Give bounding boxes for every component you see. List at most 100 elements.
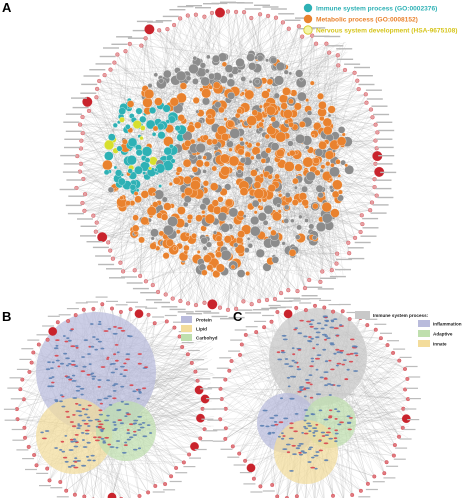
gene-node bbox=[321, 333, 327, 336]
mirna-label-mark bbox=[270, 8, 287, 10]
gene-node bbox=[135, 107, 143, 115]
gene-node bbox=[283, 417, 289, 420]
mirna-label-mark bbox=[220, 448, 233, 450]
gene-node bbox=[69, 438, 74, 441]
gene-node bbox=[263, 204, 274, 215]
mirna-node bbox=[48, 327, 58, 336]
gene-node bbox=[170, 158, 176, 164]
gene-node bbox=[237, 230, 245, 239]
mirna-label-mark bbox=[195, 310, 212, 313]
mirna-label-mark bbox=[152, 316, 165, 318]
mirna-node bbox=[187, 452, 192, 457]
gene-node bbox=[302, 388, 307, 391]
gene-node bbox=[310, 357, 314, 360]
gene-node bbox=[103, 330, 109, 332]
gene-node bbox=[293, 102, 302, 111]
mirna-node bbox=[209, 10, 215, 15]
gene-node bbox=[192, 55, 198, 61]
gene-node bbox=[137, 388, 141, 391]
gene-node bbox=[311, 456, 315, 459]
gene-node bbox=[282, 87, 291, 96]
gene-node bbox=[328, 394, 332, 396]
mirna-node bbox=[249, 302, 254, 307]
gene-node bbox=[323, 378, 328, 380]
gene-node bbox=[333, 327, 339, 330]
mirna-label-mark bbox=[164, 314, 177, 317]
mirna-label-mark bbox=[80, 225, 97, 227]
mirna-node bbox=[23, 435, 27, 440]
mirna-node bbox=[178, 298, 183, 304]
bubble-immune-system-process bbox=[269, 308, 367, 406]
gene-node bbox=[126, 413, 131, 416]
mirna-label-mark bbox=[63, 121, 80, 123]
gene-node bbox=[315, 343, 319, 346]
gene-node bbox=[122, 138, 128, 145]
gene-node bbox=[169, 97, 179, 107]
gene-node bbox=[200, 236, 208, 245]
mirna-node bbox=[157, 28, 162, 33]
gene-node bbox=[258, 127, 264, 133]
mirna-node bbox=[368, 208, 373, 213]
gene-node bbox=[347, 428, 352, 431]
gene-node bbox=[150, 228, 159, 238]
gene-node bbox=[213, 145, 219, 151]
mirna-label-mark bbox=[253, 309, 269, 311]
gene-node bbox=[112, 390, 117, 392]
mirna-label-mark bbox=[201, 418, 214, 420]
mirna-node bbox=[91, 306, 96, 311]
gene-node bbox=[308, 446, 314, 449]
gene-node bbox=[311, 134, 316, 138]
mirna-node bbox=[360, 222, 365, 227]
gene-node bbox=[80, 432, 85, 434]
mirna-label-mark bbox=[203, 312, 220, 314]
gene-node bbox=[104, 139, 115, 151]
gene-node bbox=[61, 405, 66, 408]
mirna-label-mark bbox=[328, 304, 341, 306]
gene-node bbox=[291, 347, 295, 350]
gene-node bbox=[94, 439, 100, 442]
mirna-node bbox=[169, 474, 174, 479]
gene-node bbox=[341, 363, 345, 366]
gene-node bbox=[278, 421, 284, 424]
mirna-label-mark bbox=[183, 466, 196, 468]
gene-node bbox=[288, 121, 295, 128]
gene-node bbox=[95, 338, 100, 341]
gene-node bbox=[230, 264, 236, 270]
gene-node bbox=[148, 166, 152, 171]
gene-node bbox=[197, 154, 203, 160]
gene-node bbox=[346, 368, 350, 371]
mirna-label-mark bbox=[65, 113, 82, 115]
mirna-node bbox=[31, 350, 36, 355]
legend-c-immune-label: Immune system process: bbox=[373, 313, 429, 318]
gene-node bbox=[64, 340, 69, 343]
legend-a-nervous-label: Nervous system development (HSA-9675108) bbox=[316, 27, 457, 34]
gene-node bbox=[334, 432, 339, 435]
mirna-label-mark bbox=[169, 308, 186, 311]
mirna-node bbox=[266, 13, 271, 18]
mirna-node bbox=[223, 377, 228, 382]
legend-c-adaptive-swatch bbox=[418, 330, 430, 337]
mirna-label-mark bbox=[67, 212, 84, 215]
mirna-node bbox=[356, 87, 361, 92]
gene-node bbox=[175, 229, 181, 235]
mirna-node bbox=[194, 385, 204, 395]
mirna-label-mark bbox=[98, 263, 115, 266]
gene-node bbox=[51, 376, 55, 378]
gene-node bbox=[323, 371, 329, 373]
gene-node bbox=[99, 429, 104, 431]
legend-a-metabolic-swatch bbox=[303, 14, 313, 24]
gene-node bbox=[59, 362, 65, 365]
mirna-node bbox=[368, 107, 374, 112]
mirna-node bbox=[241, 299, 246, 304]
gene-node bbox=[136, 397, 140, 400]
mirna-label-mark bbox=[140, 292, 157, 294]
mirna-node bbox=[286, 26, 291, 31]
gene-node bbox=[202, 155, 207, 160]
gene-node bbox=[201, 88, 212, 99]
legend-a-nervous-swatch bbox=[303, 25, 313, 35]
mirna-node bbox=[350, 493, 355, 497]
mirna-node bbox=[225, 307, 231, 312]
gene-node bbox=[289, 397, 295, 400]
mirna-label-mark bbox=[261, 307, 278, 310]
gene-node bbox=[75, 389, 81, 392]
